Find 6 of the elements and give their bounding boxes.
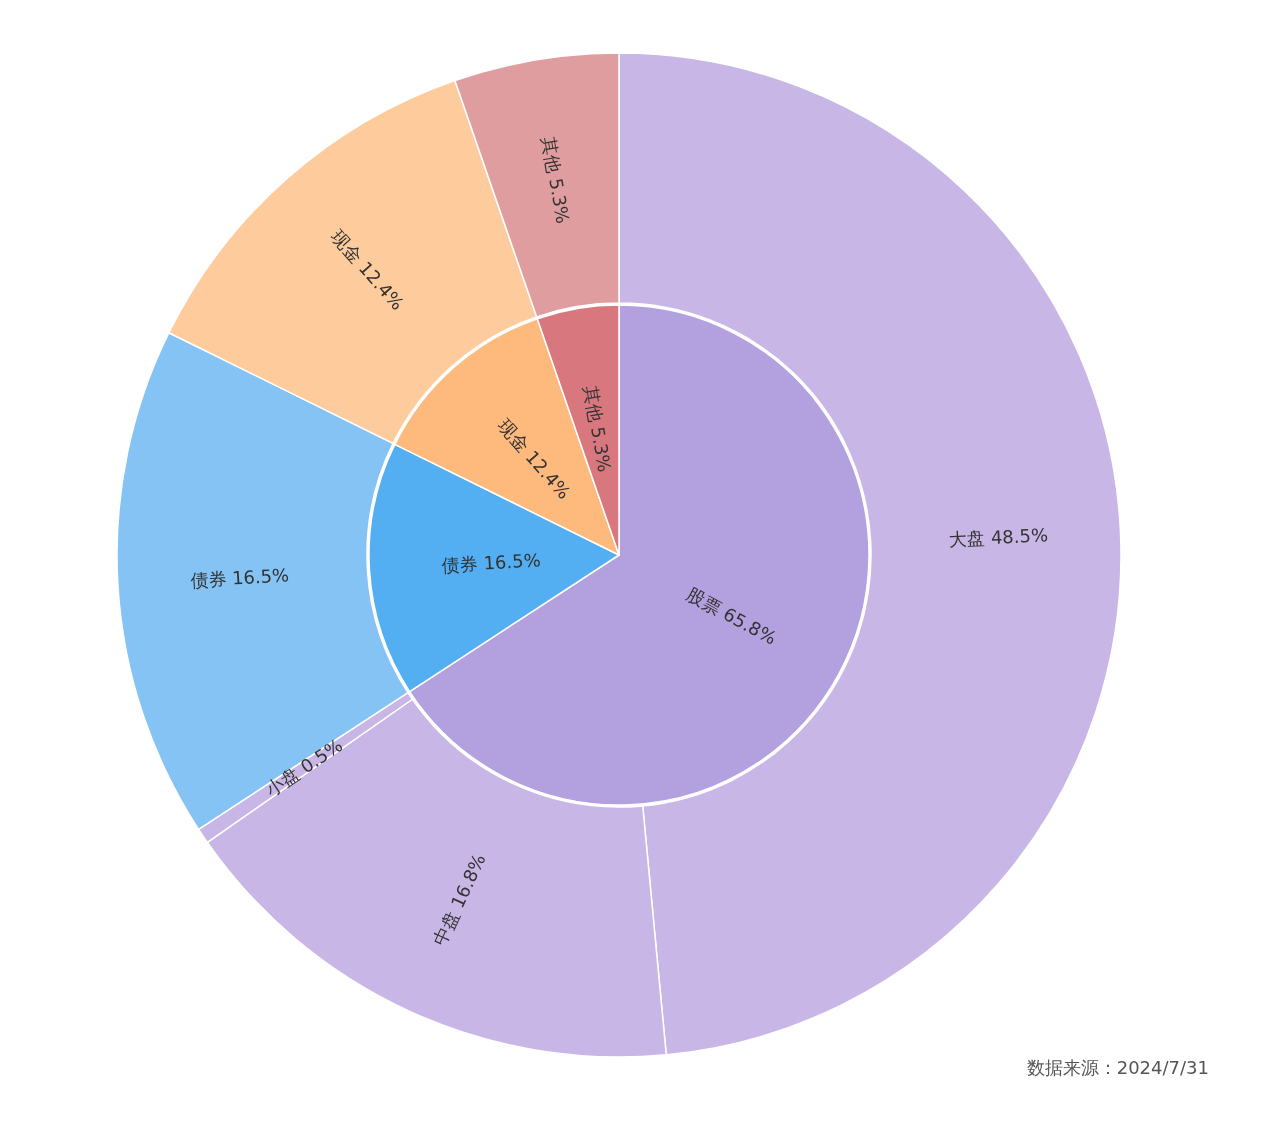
source-note: 数据来源：2024/7/31 <box>1026 1056 1209 1078</box>
slice-label: 债券 16.5% <box>189 564 290 592</box>
slice-label: 大盘 48.5% <box>948 524 1049 550</box>
slice-label: 其他 5.3% <box>580 383 616 474</box>
slice-label: 其他 5.3% <box>538 135 574 226</box>
slice-label: 债券 16.5% <box>441 549 542 577</box>
